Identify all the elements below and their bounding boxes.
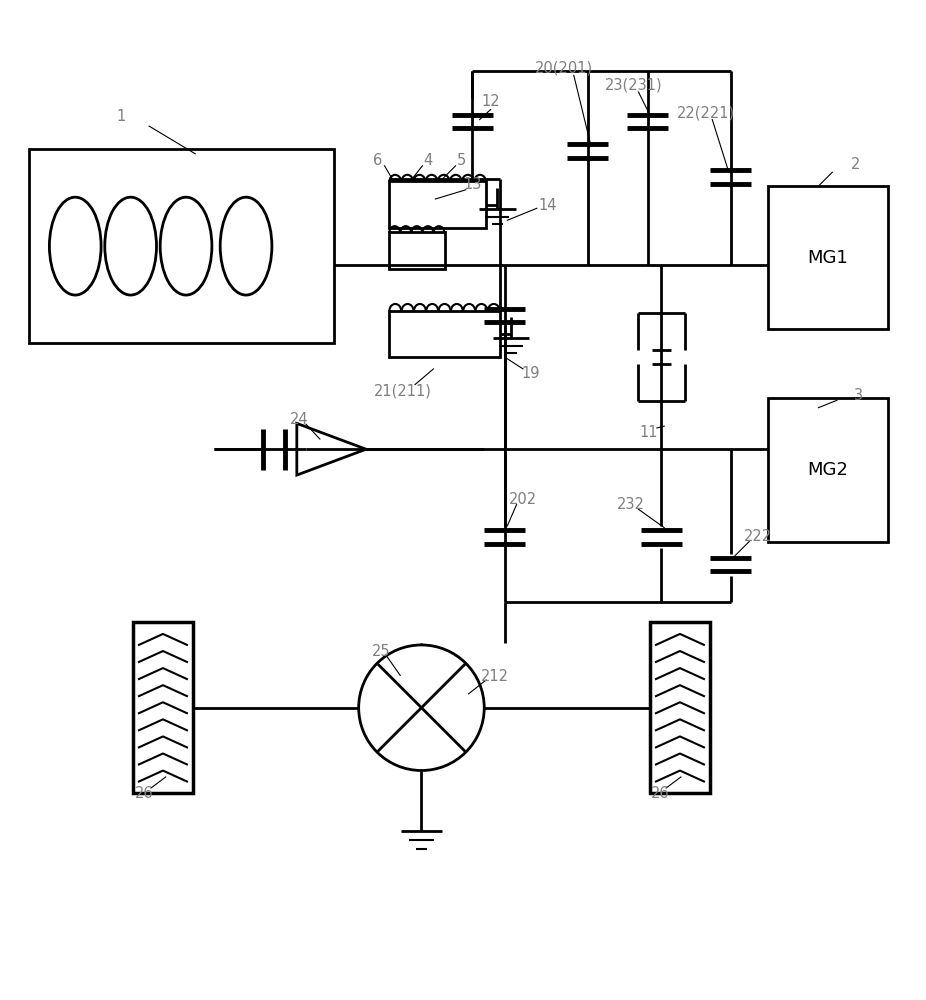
Bar	[768, 398, 888, 542]
Bar	[389, 232, 444, 269]
Text: 20(201): 20(201)	[534, 60, 593, 75]
Bar	[650, 622, 710, 793]
Text: 11: 11	[639, 425, 657, 440]
Text: 26: 26	[651, 786, 669, 801]
Text: 2: 2	[851, 157, 860, 172]
Text: 202: 202	[509, 492, 537, 508]
Text: 222: 222	[745, 529, 772, 544]
Bar	[389, 181, 486, 228]
Bar	[768, 186, 888, 329]
Text: 1: 1	[117, 109, 126, 124]
Text: 24: 24	[290, 412, 309, 427]
Text: 3: 3	[854, 388, 863, 403]
Text: 4: 4	[423, 153, 432, 168]
Text: 232: 232	[617, 497, 645, 512]
Text: 14: 14	[539, 198, 557, 213]
Bar	[29, 149, 333, 343]
Ellipse shape	[220, 197, 272, 295]
Text: MG2: MG2	[807, 461, 848, 479]
Text: 6: 6	[372, 153, 382, 168]
Ellipse shape	[49, 197, 101, 295]
Text: MG1: MG1	[807, 249, 848, 267]
Text: 26: 26	[135, 786, 154, 801]
Text: 13: 13	[463, 177, 482, 192]
Bar	[389, 311, 500, 357]
Bar	[133, 622, 193, 793]
Text: 12: 12	[482, 94, 500, 109]
Text: 21(211): 21(211)	[374, 384, 432, 399]
Polygon shape	[297, 423, 366, 475]
Text: 19: 19	[521, 366, 540, 381]
Text: 212: 212	[481, 669, 508, 684]
Ellipse shape	[105, 197, 156, 295]
Text: 25: 25	[371, 644, 390, 659]
Ellipse shape	[160, 197, 212, 295]
Text: 23(231): 23(231)	[605, 78, 663, 93]
Text: 5: 5	[457, 153, 466, 168]
Text: 22(221): 22(221)	[677, 106, 735, 121]
